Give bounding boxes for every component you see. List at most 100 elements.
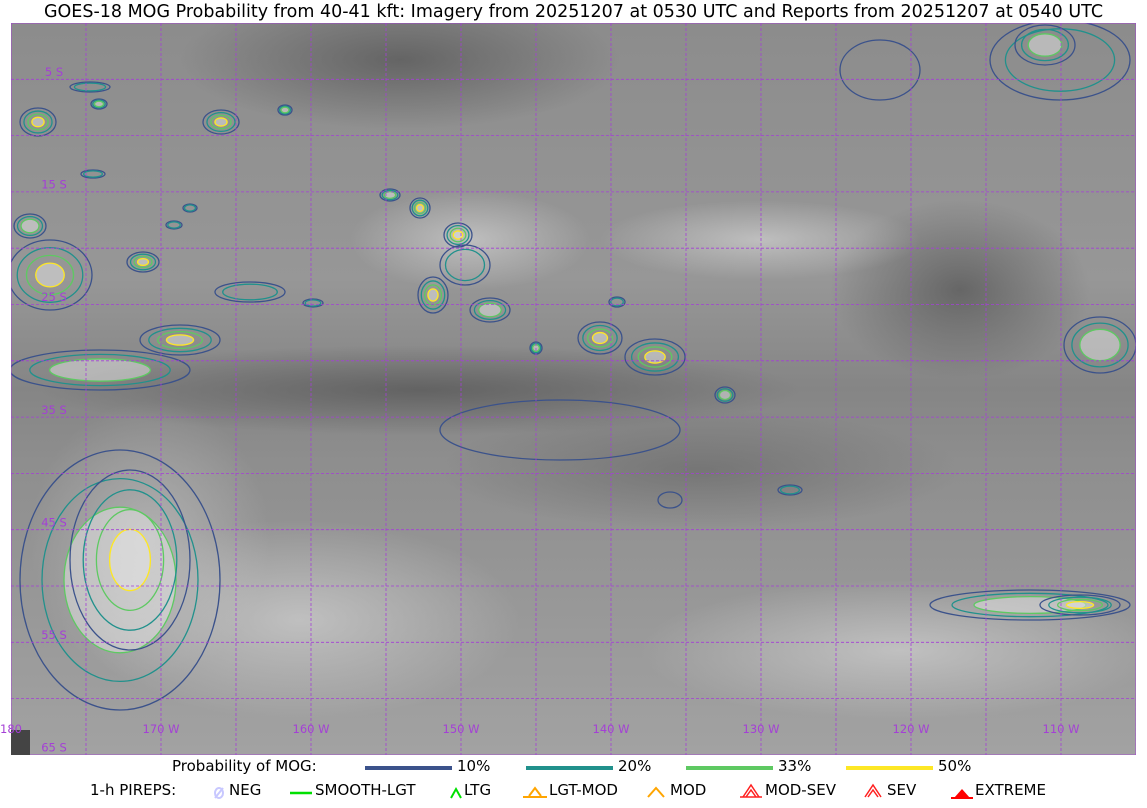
contour-10pct (989, 23, 1131, 101)
contour-10pct (624, 338, 686, 376)
contour-33pct (210, 114, 232, 130)
contour-50pct (644, 350, 666, 364)
contour-20pct (411, 199, 429, 217)
contour-50pct (165, 334, 195, 346)
mod-sev-icon (740, 783, 762, 798)
longitude-label: 180 (0, 722, 22, 736)
longitude-label: 140 W (593, 722, 630, 736)
contour-20pct (381, 189, 399, 201)
contour-33pct (27, 113, 49, 131)
smooth-lgt-icon (290, 791, 312, 795)
contour-20pct (304, 299, 322, 307)
contour-10pct (577, 321, 623, 355)
pirep-mod: MOD (670, 781, 707, 799)
contour-33pct (156, 330, 204, 350)
contour-33pct (48, 358, 152, 382)
contour-20pct (129, 253, 157, 271)
contour-20pct (82, 489, 178, 631)
pirep-sev: SEV (887, 781, 917, 799)
contour-10pct (277, 104, 293, 116)
latitude-label: 15 S (41, 178, 67, 192)
contour-10pct (11, 239, 93, 311)
pireps-legend: 1-h PIREPS: NEG SMOOTH-LGT LTG LGT-MOD M… (0, 781, 1147, 803)
contour-20pct (1004, 28, 1116, 92)
contour-20pct (444, 248, 486, 282)
contour-33pct (280, 106, 290, 114)
pirep-ltg: LTG (464, 781, 492, 799)
pirep-smooth-lgt: SMOOTH-LGT (315, 781, 416, 799)
contour-20pct (630, 342, 680, 372)
contour-20pct (16, 247, 84, 303)
contour-50pct (136, 257, 150, 267)
probability-legend: Probability of MOG: 10% 20% 33% 50% (0, 757, 1147, 779)
longitude-label: 160 W (293, 722, 330, 736)
contour-33pct (25, 254, 75, 296)
contour-33pct (20, 218, 40, 234)
latitude-label: 25 S (41, 290, 67, 304)
contour-10pct (657, 491, 683, 509)
contour-10pct (11, 349, 191, 391)
contour-33pct (449, 227, 467, 243)
latitude-label: 65 S (41, 741, 67, 755)
legend-swatch-10 (365, 766, 452, 770)
satellite-map: 180 170 W 160 W 150 W 140 W 130 W 120 W 110 W 5 … (0, 23, 1136, 755)
contour-10pct (202, 109, 240, 135)
contour-20pct (29, 353, 171, 387)
legend-swatch-50 (846, 766, 933, 770)
lat-lon-grid (11, 23, 1136, 755)
contour-33pct (637, 346, 673, 368)
probability-legend-label: Probability of MOG: (172, 757, 317, 775)
contour-10pct (126, 251, 160, 273)
contour-20pct (446, 224, 470, 246)
contour-10pct (777, 484, 803, 496)
contour-20pct (41, 477, 199, 683)
contour-50pct (452, 230, 464, 240)
contour-20pct (222, 283, 278, 301)
contour-20pct (716, 388, 734, 402)
contour-10pct (417, 276, 449, 314)
contour-33pct (383, 190, 397, 200)
contour-33pct (413, 201, 427, 215)
sev-icon (864, 783, 882, 798)
legend-level-20: 20% (618, 757, 652, 775)
contour-20pct (183, 204, 197, 212)
imagery-layer (11, 23, 1136, 755)
latitude-label: 55 S (41, 628, 67, 642)
contour-20pct (167, 221, 181, 229)
contour-20pct (23, 110, 53, 134)
latitude-label: 5 S (45, 65, 63, 79)
contour-50pct (214, 117, 228, 127)
contour-20pct (610, 297, 624, 307)
contour-33pct (95, 508, 165, 612)
contour-33pct (1027, 33, 1063, 57)
latitude-label: 35 S (41, 403, 67, 417)
contour-20pct (779, 485, 801, 495)
contour-50pct (427, 288, 439, 302)
contour-50pct (108, 528, 152, 592)
contour-10pct (302, 298, 324, 308)
pirep-extreme: EXTREME (975, 781, 1046, 799)
contour-10pct (90, 98, 108, 110)
contour-10pct (13, 213, 47, 239)
contour-33pct (478, 302, 502, 318)
contour-10pct (439, 244, 491, 286)
mog-probability-contours (11, 23, 1136, 711)
contour-10pct (839, 39, 921, 101)
contour-10pct (469, 297, 511, 323)
contour-10pct (409, 197, 431, 219)
contour-33pct (133, 255, 153, 269)
contour-20pct (82, 170, 104, 178)
contour-10pct (165, 220, 183, 230)
contour-20pct (278, 105, 292, 115)
chart-title: GOES-18 MOG Probability from 40-41 kft: … (43, 2, 1104, 22)
longitude-label: 110 W (1043, 722, 1080, 736)
contour-20pct (73, 82, 107, 92)
contour-50pct (1065, 600, 1095, 610)
legend-swatch-33 (686, 766, 773, 770)
contour-10pct (182, 203, 198, 213)
contour-50pct (415, 203, 425, 213)
contour-10pct (19, 449, 221, 711)
longitude-label: 130 W (743, 722, 780, 736)
neg-icon (214, 787, 224, 799)
latitude-label: 45 S (41, 515, 67, 529)
